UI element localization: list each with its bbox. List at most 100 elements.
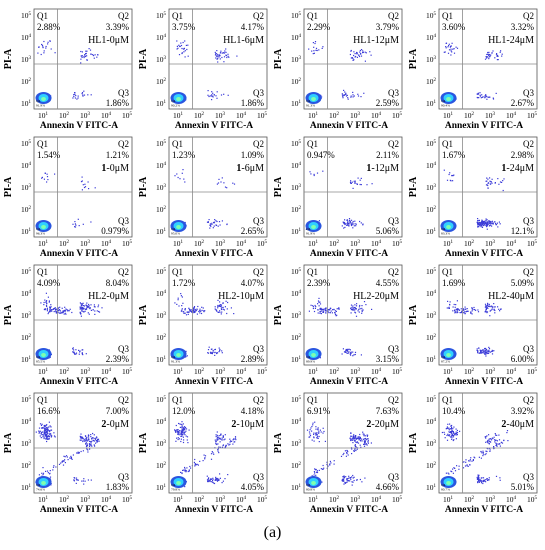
event-dot [359,49,361,52]
event-dot [449,434,451,436]
event-dot [46,305,48,307]
event-dot [97,306,99,308]
event-dot [446,427,448,429]
event-dot [229,443,231,445]
event-dot [451,175,453,177]
y-tick-exponent: 3 [164,312,167,317]
x-tick-exponent: 4 [109,240,112,245]
event-dot [49,307,51,309]
event-dot [43,178,45,180]
event-dot [184,56,186,58]
event-dot [498,221,500,223]
event-dot [219,58,221,60]
event-dot [346,449,348,452]
event-dot [212,96,214,98]
event-dot [491,350,493,353]
event-dot [490,309,492,311]
event-dot [486,352,488,354]
event-dot [96,56,98,58]
x-tick-label: 103 [215,111,226,120]
event-dot [40,432,42,434]
event-dot [181,431,183,433]
event-dot [309,433,311,435]
x-tick-label: 104 [236,239,247,248]
event-dot [97,54,99,56]
x-tick-label: 102 [329,495,340,504]
event-dot [353,450,355,452]
event-dot [313,174,315,177]
event-dot [498,183,500,185]
event-dot [89,441,91,443]
event-dot [212,227,214,229]
q4-value: 85.5% [36,360,45,364]
event-dot [66,456,68,458]
y-tick-label: 104 [21,161,32,170]
event-dot [225,445,227,447]
event-dot [70,457,72,459]
condition-label: 1-12μM [366,163,399,174]
q2-label: Q2 [118,139,129,149]
q3-value: 4.05% [241,482,265,492]
event-dot [363,445,366,447]
event-dot [345,93,347,95]
event-dot [352,438,354,440]
event-dot [87,181,89,183]
q3-value: 5.06% [376,226,400,236]
event-dot [52,308,54,310]
event-dot [44,299,46,301]
event-dot [477,350,479,352]
event-dot [488,438,490,440]
y-tick-label: 101 [156,99,167,108]
event-dot [499,479,501,481]
q3-label: Q3 [388,344,399,354]
event-dot [352,91,354,93]
event-dot [201,306,203,308]
dot-plot-panel: Q10.947%Q22.11%Q35.06%Q491.9%1-12μM10110… [273,136,403,259]
x-tick-exponent: 4 [244,368,247,373]
plot-frame [438,136,538,238]
event-dot [88,313,90,315]
event-dot [216,443,218,446]
event-dot [86,306,88,308]
event-dot [356,303,358,305]
event-dot [181,52,183,54]
event-dot [492,98,495,100]
event-dot [183,469,185,471]
event-dot [330,462,332,464]
event-dot [329,463,331,465]
event-dot [336,308,338,310]
x-tick-label: 101 [308,111,319,120]
q2-label: Q2 [118,11,129,21]
event-dot [322,432,324,434]
event-dot [85,439,87,441]
event-dot [347,223,349,225]
event-dot [77,95,79,97]
event-dot [451,437,453,439]
q1-label: Q1 [442,11,453,21]
event-dot [225,444,227,446]
x-tick-label: 103 [80,367,91,376]
event-dot [449,179,451,181]
event-dot [72,223,74,225]
y-tick-label: 105 [291,11,302,20]
event-dot [497,306,499,308]
q2-value: 3.79% [376,22,400,32]
event-dot [80,308,82,310]
event-dot [321,96,323,98]
event-dot [315,432,317,435]
event-dot [500,50,502,52]
event-dot [350,439,352,441]
event-dot [446,179,449,181]
event-dot [319,301,321,303]
x-tick-exponent: 4 [244,496,247,501]
condition-text: HL1-6μM [223,35,264,46]
event-dot [316,470,318,472]
event-dot [229,441,231,443]
event-dot [315,434,317,436]
event-dot [456,432,459,434]
event-dot [213,453,215,455]
q3-value: 2.59% [376,98,400,108]
event-dot [219,437,221,439]
event-dot [217,437,219,439]
event-dot [449,431,451,433]
